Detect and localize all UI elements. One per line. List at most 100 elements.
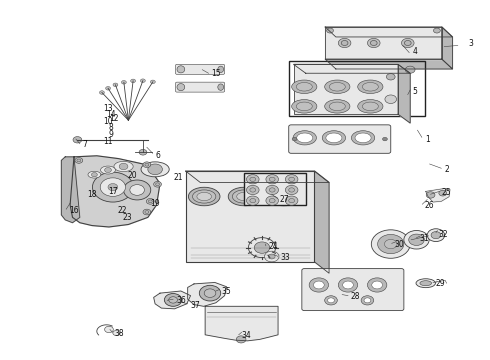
Ellipse shape: [141, 162, 169, 177]
Circle shape: [378, 234, 404, 254]
Circle shape: [254, 242, 270, 253]
Circle shape: [368, 278, 387, 292]
Polygon shape: [188, 283, 226, 306]
Text: 12: 12: [109, 114, 119, 123]
Text: 4: 4: [413, 47, 417, 56]
Text: 21: 21: [173, 173, 183, 182]
Bar: [244, 173, 306, 205]
Circle shape: [248, 238, 275, 257]
Circle shape: [141, 79, 146, 82]
Circle shape: [314, 281, 324, 289]
Circle shape: [270, 177, 275, 181]
Circle shape: [285, 175, 298, 184]
Circle shape: [401, 39, 414, 48]
Circle shape: [131, 79, 136, 83]
Text: 17: 17: [108, 187, 118, 196]
Circle shape: [77, 159, 81, 162]
Ellipse shape: [193, 190, 216, 203]
Ellipse shape: [355, 133, 371, 143]
Text: 31: 31: [419, 234, 429, 243]
Ellipse shape: [197, 192, 212, 201]
Text: 23: 23: [122, 213, 132, 222]
Ellipse shape: [177, 66, 185, 73]
Circle shape: [368, 39, 380, 48]
Ellipse shape: [228, 187, 260, 206]
Text: 32: 32: [439, 230, 448, 239]
Text: 29: 29: [436, 279, 445, 288]
Ellipse shape: [329, 82, 345, 91]
Polygon shape: [70, 156, 160, 227]
Ellipse shape: [100, 166, 116, 174]
Text: 13: 13: [103, 104, 113, 113]
Ellipse shape: [420, 281, 432, 286]
Text: 26: 26: [425, 201, 434, 210]
Circle shape: [266, 175, 278, 184]
Circle shape: [364, 298, 371, 303]
Ellipse shape: [326, 133, 342, 143]
FancyBboxPatch shape: [175, 82, 224, 92]
Circle shape: [385, 239, 397, 249]
Text: 28: 28: [351, 292, 361, 301]
Ellipse shape: [296, 82, 312, 91]
Polygon shape: [315, 171, 329, 273]
Bar: [289, 61, 425, 116]
Ellipse shape: [88, 171, 101, 178]
Circle shape: [383, 137, 388, 141]
Circle shape: [426, 192, 435, 198]
Circle shape: [325, 296, 337, 305]
Circle shape: [130, 185, 145, 195]
Polygon shape: [186, 171, 329, 183]
Circle shape: [405, 66, 415, 73]
Circle shape: [289, 188, 294, 192]
FancyBboxPatch shape: [302, 269, 404, 311]
Text: 19: 19: [150, 199, 160, 208]
Text: 3: 3: [468, 39, 473, 48]
Circle shape: [343, 281, 353, 289]
Circle shape: [387, 73, 395, 80]
Circle shape: [119, 163, 128, 170]
Polygon shape: [426, 189, 450, 202]
Circle shape: [338, 39, 351, 48]
Circle shape: [75, 158, 83, 163]
Polygon shape: [325, 59, 452, 69]
Circle shape: [289, 198, 294, 203]
Ellipse shape: [358, 80, 383, 94]
Text: 38: 38: [115, 329, 124, 338]
Circle shape: [285, 185, 298, 195]
Polygon shape: [61, 157, 80, 223]
Circle shape: [309, 278, 329, 292]
Circle shape: [370, 41, 377, 45]
Text: 34: 34: [241, 331, 251, 340]
Ellipse shape: [268, 187, 300, 206]
Text: 9: 9: [109, 130, 114, 139]
Circle shape: [106, 86, 111, 90]
Ellipse shape: [237, 192, 251, 201]
Circle shape: [361, 296, 374, 305]
Ellipse shape: [177, 84, 185, 91]
Circle shape: [73, 136, 82, 143]
Ellipse shape: [292, 80, 317, 94]
Circle shape: [164, 293, 182, 306]
Polygon shape: [325, 27, 452, 37]
Circle shape: [113, 83, 118, 87]
Ellipse shape: [329, 102, 345, 111]
Circle shape: [285, 196, 298, 205]
Ellipse shape: [232, 190, 256, 203]
Ellipse shape: [218, 66, 223, 72]
Circle shape: [270, 198, 275, 203]
Circle shape: [122, 81, 126, 84]
Ellipse shape: [416, 279, 436, 288]
Ellipse shape: [292, 100, 317, 113]
Polygon shape: [442, 27, 452, 69]
Circle shape: [266, 185, 278, 195]
Circle shape: [292, 137, 297, 141]
Text: 24: 24: [269, 242, 278, 251]
Text: 36: 36: [176, 296, 186, 305]
Circle shape: [246, 185, 259, 195]
Circle shape: [266, 196, 278, 205]
Text: 22: 22: [118, 206, 127, 215]
Ellipse shape: [293, 131, 317, 145]
Circle shape: [156, 183, 159, 186]
Circle shape: [104, 167, 111, 172]
Ellipse shape: [362, 82, 378, 91]
